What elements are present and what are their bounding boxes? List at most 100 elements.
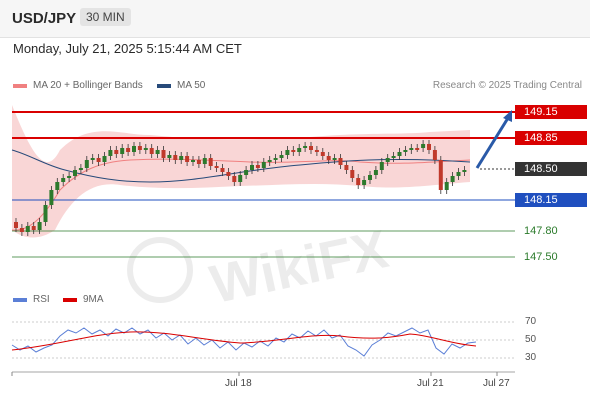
candle-body (273, 158, 278, 160)
header-bar: USD/JPY 30 MIN (0, 0, 590, 38)
legend-rsi-ma: 9MA (63, 294, 104, 305)
rsi-label: RSI (33, 294, 50, 305)
candle-body (31, 226, 36, 230)
candle-body (421, 144, 426, 148)
candle-body (438, 160, 443, 190)
forecast-arrow-head (503, 110, 512, 122)
candle-body (332, 158, 337, 160)
legend-bb: MA 20 + Bollinger Bands (13, 80, 143, 91)
candle-body (368, 175, 372, 180)
x-label-jul18: Jul 18 (225, 378, 252, 389)
rsi-tick-70: 70 (525, 316, 537, 327)
candle-body (84, 160, 89, 168)
candle-body (155, 150, 160, 154)
bb-swatch (13, 83, 27, 88)
x-label-jul27: Jul 27 (483, 378, 510, 389)
candle-body (379, 162, 384, 170)
rsi-tick-30: 30 (525, 352, 537, 363)
ma50-swatch (157, 83, 171, 88)
level-badge-147-80: 147.80 (524, 225, 558, 237)
candle-body (261, 162, 266, 168)
candle-body (43, 205, 48, 222)
candle-body (427, 144, 431, 150)
candle-body (344, 165, 349, 170)
forecast-arrow (475, 117, 510, 169)
candle-body (267, 160, 272, 162)
candle-body (202, 158, 207, 164)
candle-body (102, 156, 107, 162)
candle-body (173, 155, 178, 160)
rsi-line (11, 327, 477, 357)
candle-body (250, 165, 254, 170)
bb-label: MA 20 + Bollinger Bands (33, 80, 143, 91)
current-price-badge: 148.50 (515, 162, 587, 176)
candle-body (137, 146, 142, 150)
candle-body (409, 148, 414, 150)
level-badge-148-15: 148.15 (515, 193, 587, 207)
rsi-tick-50: 50 (525, 334, 537, 345)
candle-body (462, 170, 467, 172)
candle-body (220, 168, 225, 172)
candle-body (232, 176, 237, 182)
candle-body (126, 148, 131, 152)
candle-body (244, 170, 249, 175)
candle-body (167, 155, 172, 158)
candle-body (238, 175, 243, 182)
candle-body (14, 222, 18, 228)
candle-body (208, 158, 213, 166)
candle-body (456, 172, 461, 176)
datetime-label: Monday, July 21, 2025 5:15:44 AM CET (13, 41, 242, 56)
candle-body (73, 170, 77, 176)
candle-body (450, 176, 455, 182)
candle-body (161, 150, 166, 158)
candle-body (444, 182, 449, 190)
level-badge-148-85: 148.85 (515, 131, 587, 145)
candle-body (314, 150, 319, 152)
candle-body (120, 148, 125, 154)
candle-body (19, 228, 24, 232)
candle-body (196, 160, 201, 164)
legend-ma50: MA 50 (157, 80, 205, 91)
candle-body (362, 180, 367, 185)
rsi-ma-label: 9MA (83, 294, 104, 305)
x-label-jul21: Jul 21 (417, 378, 444, 389)
candle-body (297, 148, 302, 152)
candle-body (108, 150, 113, 156)
candle-body (415, 148, 420, 150)
credit-label: Research © 2025 Trading Central (432, 80, 582, 91)
candle-body (96, 158, 101, 162)
candle-body (143, 148, 148, 150)
candle-body (179, 156, 184, 160)
candle-body (132, 146, 136, 152)
watermark-logo: WikiFX (127, 219, 393, 315)
rsi-swatch (13, 297, 27, 302)
candle-body (149, 148, 154, 154)
candle-body (191, 160, 195, 162)
candle-body (432, 150, 437, 160)
candle-body (385, 158, 390, 162)
candle-body (49, 190, 54, 205)
level-badge-149-15: 149.15 (515, 105, 587, 119)
ma50-label: MA 50 (177, 80, 206, 91)
candle-body (226, 172, 231, 176)
level-badge-147-50: 147.50 (524, 251, 558, 263)
candle-body (391, 156, 396, 158)
candle-body (303, 146, 308, 148)
candle-body (373, 170, 378, 175)
candle-body (67, 176, 72, 178)
candle-body (338, 158, 343, 165)
candle-body (350, 170, 355, 178)
ma50-line (11, 149, 471, 183)
candle-body (285, 150, 290, 155)
candle-body (255, 165, 260, 168)
candle-body (90, 158, 95, 160)
watermark-text: WikiFX (205, 219, 393, 315)
candle-body (61, 178, 66, 182)
candle-body (356, 178, 361, 185)
candle-body (403, 150, 408, 152)
candlesticks (14, 140, 467, 236)
timeframe-badge[interactable]: 30 MIN (80, 8, 131, 26)
candle-body (214, 166, 219, 168)
candle-body (37, 222, 42, 230)
candle-body (279, 155, 284, 158)
